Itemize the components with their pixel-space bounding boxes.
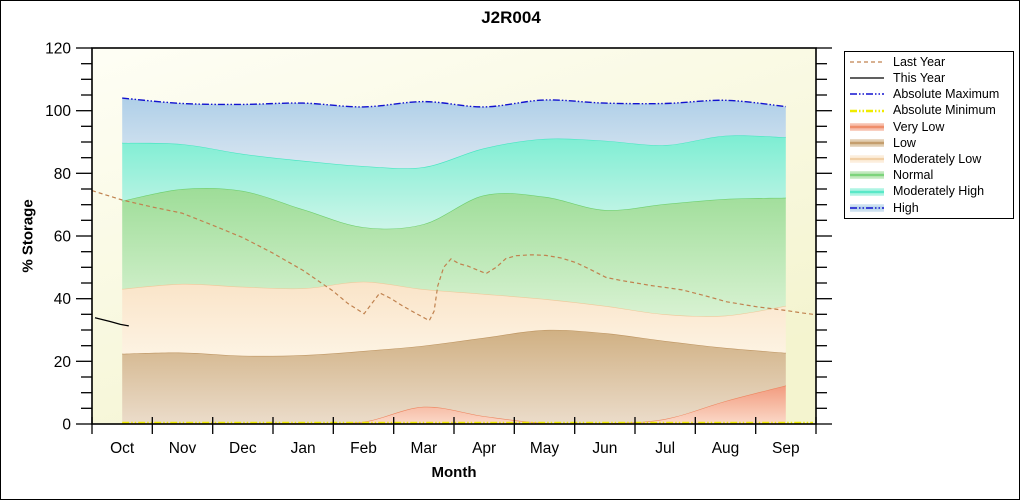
legend-item-normal: Normal: [850, 168, 1013, 183]
x-tick-label: Feb: [350, 440, 377, 457]
x-tick-label: Jan: [291, 440, 316, 457]
y-tick-labels: 0 20 40 60 80 100 120: [45, 41, 71, 434]
legend-sample-low: [850, 139, 884, 148]
x-tick-label: Nov: [169, 440, 197, 457]
x-tick-label: Mar: [410, 440, 437, 457]
line-absolute-maximum: [122, 97, 786, 108]
legend-sample-absolute-minimum: [850, 109, 884, 112]
legend-label: This Year: [893, 71, 946, 86]
legend-label: Absolute Minimum: [893, 103, 996, 118]
legend-item-absolute-maximum: Absolute Maximum: [850, 87, 1013, 102]
chart-title: J2R004: [481, 8, 541, 27]
band-area-very-low: [122, 385, 786, 424]
band-area-high: [122, 98, 786, 169]
x-tick-label: Oct: [110, 440, 135, 457]
line-this-year: [94, 317, 129, 327]
legend-label: High: [893, 200, 919, 215]
x-tick-label: Apr: [472, 440, 496, 457]
x-tick-label: Jul: [655, 440, 675, 457]
legend-sample-very-low: [850, 122, 884, 131]
x-axis-ticks: [91, 417, 817, 434]
band-area-moderately-low: [122, 281, 786, 356]
y-axis-ticks: [76, 47, 832, 425]
y-axis-label: % Storage: [19, 199, 37, 273]
legend-label: Last Year: [893, 54, 946, 69]
x-tick-label: Aug: [712, 440, 740, 457]
band-area-normal: [122, 187, 786, 317]
legend-sample-last-year: [850, 61, 884, 63]
x-tick-labels: Oct Nov Dec Jan Feb Mar Apr May Jun Jul Aug Sep: [110, 440, 800, 457]
y-tick-label: 60: [54, 229, 72, 246]
legend-sample-moderately-low: [850, 155, 884, 164]
legend-label: Moderately Low: [893, 151, 982, 166]
y-tick-label: 20: [54, 354, 72, 371]
legend-sample-this-year: [850, 77, 884, 79]
legend-item-low: Low: [850, 136, 1013, 151]
line-last-year: [91, 190, 814, 322]
y-tick-label: 120: [45, 41, 71, 58]
legend-label: Normal: [893, 168, 934, 183]
legend-sample-moderately-high: [850, 187, 884, 196]
band-area-moderately-high: [122, 135, 786, 229]
legend-item-moderately-low: Moderately Low: [850, 152, 1013, 167]
legend-item-absolute-minimum: Absolute Minimum: [850, 103, 1013, 118]
x-tick-label: Jun: [592, 440, 617, 457]
legend-item-last-year: Last Year: [850, 55, 1013, 70]
legend-label: Very Low: [893, 119, 945, 134]
legend-label: Low: [893, 135, 916, 150]
x-tick-label: Sep: [772, 440, 800, 457]
legend-item-very-low: Very Low: [850, 119, 1013, 134]
y-tick-label: 80: [54, 166, 72, 183]
y-tick-label: 40: [54, 291, 72, 308]
x-tick-label: May: [530, 440, 560, 457]
legend: Last Year This Year Absolute Maximum Absolu…: [844, 51, 1014, 219]
legend-label: Moderately High: [893, 184, 985, 199]
legend-sample-high: [850, 203, 884, 212]
x-axis-label: Month: [431, 464, 477, 481]
legend-item-moderately-high: Moderately High: [850, 184, 1013, 199]
legend-item-this-year: This Year: [850, 71, 1013, 86]
legend-sample-absolute-maximum: [850, 93, 884, 96]
legend-item-high: High: [850, 200, 1013, 215]
y-tick-label: 100: [45, 103, 71, 120]
band-area-low: [122, 329, 786, 424]
x-tick-label: Dec: [229, 440, 257, 457]
y-tick-label: 0: [62, 417, 71, 434]
legend-sample-normal: [850, 171, 884, 180]
legend-label: Absolute Maximum: [893, 87, 1000, 102]
